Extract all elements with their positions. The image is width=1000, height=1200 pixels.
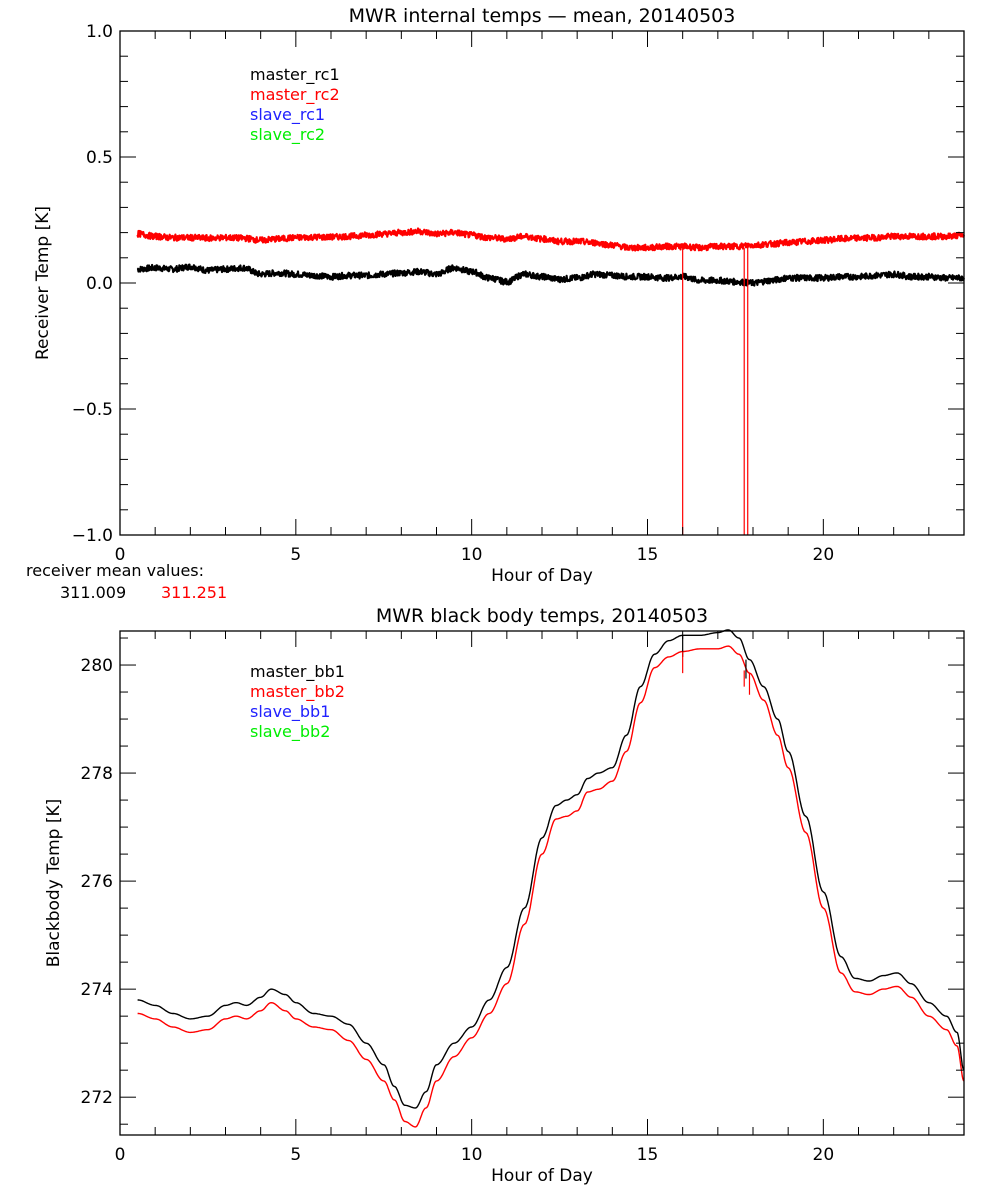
annotation-label: receiver mean values:	[26, 561, 204, 580]
series-line-master_bb1	[137, 629, 965, 1109]
y-tick-label: 278	[81, 764, 113, 784]
y-tick-label: −1.0	[72, 526, 113, 546]
axis-ticks: 0 5 10 15 20 272 274 276 278 280	[81, 631, 965, 1165]
axis-ticks: 0 5 10 15 20 −1.0 −0.5 0.0 0.5 1.0	[72, 22, 965, 565]
y-tick-label: 0.5	[86, 148, 113, 168]
x-tick-label: 20	[813, 545, 835, 565]
legend: master_bb1 master_bb2 slave_bb1 slave_bb…	[250, 662, 345, 742]
y-axis-label: Blackbody Temp [K]	[44, 799, 64, 968]
legend-entry: slave_bb1	[250, 702, 330, 722]
legend-entry: master_bb2	[250, 682, 345, 702]
receiver-temp-chart: MWR internal temps — mean, 20140503 0 5 10…	[26, 5, 966, 602]
x-tick-label: 0	[115, 1145, 126, 1165]
annotation-value: 311.251	[161, 583, 227, 602]
x-tick-label: 10	[461, 1145, 483, 1165]
series-line-master_bb2	[137, 645, 965, 1128]
plot-frame	[119, 30, 965, 536]
y-tick-label: 274	[81, 980, 113, 1000]
y-tick-label: 272	[81, 1088, 113, 1108]
series-layer	[137, 629, 965, 1128]
annotation-value: 311.009	[60, 583, 126, 602]
chart-title: MWR internal temps — mean, 20140503	[349, 5, 736, 27]
y-axis-label: Receiver Temp [K]	[33, 206, 53, 360]
y-tick-label: 1.0	[86, 22, 113, 42]
x-tick-label: 5	[290, 545, 301, 565]
series-line-master_rc2	[136, 227, 966, 252]
y-tick-label: −0.5	[72, 400, 113, 420]
x-tick-label: 10	[461, 545, 483, 565]
legend-entry: master_rc2	[250, 85, 340, 105]
series-layer	[136, 227, 966, 535]
blackbody-temp-chart: MWR black body temps, 20140503 0 5 10 15 20 2…	[44, 605, 965, 1186]
y-tick-label: 280	[81, 656, 113, 676]
legend-entry: master_bb1	[250, 662, 345, 682]
x-tick-label: 20	[813, 1145, 835, 1165]
legend-entry: slave_bb2	[250, 722, 330, 742]
x-axis-label: Hour of Day	[491, 1166, 593, 1186]
y-tick-label: 0.0	[86, 274, 113, 294]
x-tick-label: 0	[115, 545, 126, 565]
legend: master_rc1 master_rc2 slave_rc1 slave_rc…	[250, 65, 340, 145]
legend-entry: slave_rc1	[250, 105, 325, 125]
series-line-master_rc1	[136, 263, 966, 287]
legend-entry: master_rc1	[250, 65, 340, 85]
x-tick-label: 5	[290, 1145, 301, 1165]
legend-entry: slave_rc2	[250, 125, 325, 145]
chart-title: MWR black body temps, 20140503	[376, 605, 708, 627]
x-axis-label: Hour of Day	[491, 566, 593, 586]
y-tick-label: 276	[81, 872, 113, 892]
plot-frame	[119, 630, 965, 1136]
x-tick-label: 15	[637, 1145, 659, 1165]
x-tick-label: 15	[637, 545, 659, 565]
